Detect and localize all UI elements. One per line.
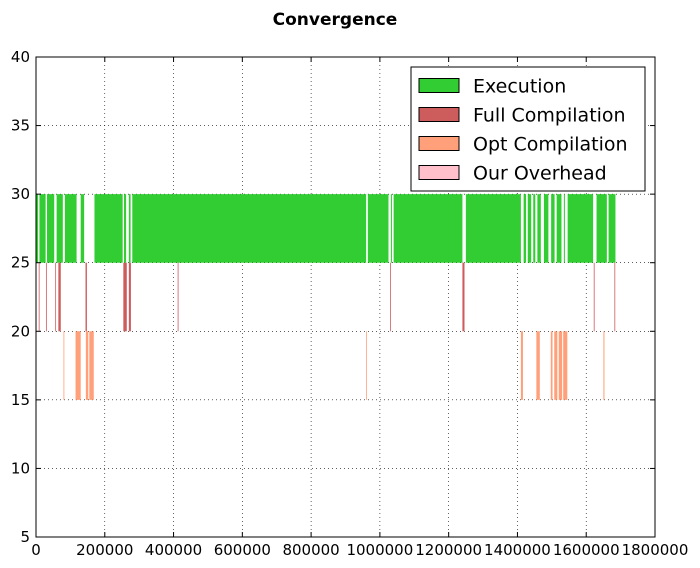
opt-compilation-bar <box>536 331 540 400</box>
opt-compilation-bar <box>63 331 65 400</box>
y-axis-ticks: 5 10 15 20 25 30 35 40 <box>11 48 655 546</box>
y-tick-label: 35 <box>11 117 30 135</box>
execution-bar <box>563 194 565 263</box>
execution-bar <box>80 194 85 263</box>
execution-bar <box>533 194 536 263</box>
x-tick-label: 200000 <box>76 541 133 559</box>
execution-bar <box>64 194 77 263</box>
execution-bar <box>39 194 46 263</box>
opt-compilation-bar <box>554 331 558 400</box>
execution-bar <box>527 194 532 263</box>
execution-bar <box>132 194 367 263</box>
legend-label-our-overhead: Our Overhead <box>473 163 607 185</box>
x-tick-label: 800000 <box>282 541 339 559</box>
execution-bar <box>596 194 607 263</box>
full-compilation-bar <box>85 262 87 332</box>
full-compilation-bar <box>58 262 61 332</box>
y-tick-label: 25 <box>11 254 30 272</box>
opt-compilation-bar <box>603 331 605 400</box>
x-tick-label: 1800000 <box>622 541 689 559</box>
y-tick-label: 5 <box>20 528 30 546</box>
opt-compilation-bar <box>85 331 89 400</box>
plot-bars <box>36 194 616 400</box>
legend-label-full-compilation: Full Compilation <box>473 105 626 127</box>
opt-compilation-bar <box>366 331 367 400</box>
plot-frame <box>35 56 656 538</box>
full-compilation-bar <box>390 262 392 332</box>
execution-bar <box>124 194 127 263</box>
legend-swatch-our-overhead <box>418 165 460 180</box>
x-axis-ticks: 0 200000 400000 600000 800000 1000000 1200000 1… <box>31 57 688 559</box>
y-tick-label: 20 <box>11 322 30 340</box>
legend-label-execution: Execution <box>473 76 566 98</box>
full-compilation-bar <box>614 262 616 332</box>
x-tick-label: 0 <box>31 541 41 559</box>
legend-swatch-opt-compilation <box>418 136 460 151</box>
execution-bar <box>36 194 39 263</box>
legend-swatch-execution <box>418 78 460 93</box>
execution-bar <box>551 194 555 263</box>
opt-compilation-bar <box>89 331 94 400</box>
x-tick-label: 600000 <box>214 541 271 559</box>
execution-bar <box>537 194 541 263</box>
execution-bar <box>523 194 527 263</box>
y-tick-label: 15 <box>11 391 30 409</box>
full-compilation-bar <box>45 262 47 332</box>
execution-bar <box>393 194 463 263</box>
chart-title: Convergence <box>273 10 398 30</box>
full-compilation-bar <box>177 262 179 332</box>
opt-compilation-bar <box>520 331 523 400</box>
x-tick-label: 400000 <box>145 541 202 559</box>
full-compilation-bar <box>462 262 465 332</box>
execution-bar <box>556 194 562 263</box>
y-tick-label: 30 <box>11 185 30 203</box>
opt-compilation-bar <box>75 331 81 400</box>
x-tick-label: 1400000 <box>484 541 551 559</box>
opt-compilation-bar <box>558 331 563 400</box>
execution-bar <box>56 194 63 263</box>
execution-bar <box>128 194 131 263</box>
execution-bar <box>94 194 123 263</box>
y-tick-label: 10 <box>11 459 30 477</box>
legend-swatch-full-compilation <box>418 107 460 122</box>
execution-bar <box>47 194 55 263</box>
full-compilation-bar <box>38 262 40 332</box>
full-compilation-bar <box>123 262 127 332</box>
legend-label-opt-compilation: Opt Compilation <box>473 134 628 156</box>
y-tick-label: 40 <box>11 48 30 66</box>
execution-bar <box>390 194 392 263</box>
execution-bar <box>367 194 389 263</box>
execution-bar <box>465 194 521 263</box>
legend: Execution Full Compilation Opt Compilation… <box>410 66 646 192</box>
full-compilation-bar <box>128 262 131 332</box>
full-compilation-bar <box>55 262 57 332</box>
opt-compilation-bar <box>550 331 553 400</box>
execution-bar <box>567 194 594 263</box>
execution-bar <box>608 194 616 263</box>
x-tick-label: 1600000 <box>553 541 620 559</box>
full-compilation-bar <box>593 262 595 332</box>
opt-compilation-bar <box>563 331 568 400</box>
execution-bar <box>543 194 549 263</box>
x-tick-label: 1000000 <box>346 541 413 559</box>
x-tick-label: 1200000 <box>415 541 482 559</box>
